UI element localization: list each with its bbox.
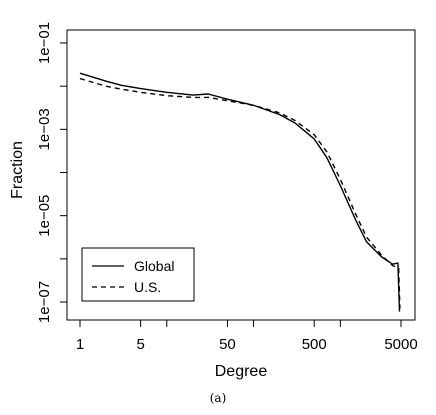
figure-caption: (a)	[210, 391, 227, 405]
legend-box	[81, 247, 195, 302]
y-tick-label: 1e−01	[36, 22, 53, 64]
x-tick-label: 5000	[384, 336, 417, 353]
series	[79, 72, 401, 312]
y-tick-label: 1e−07	[36, 281, 53, 323]
y-axis-title: Fraction	[9, 141, 26, 199]
series-line-u-s	[79, 77, 401, 309]
x-tick-label: 5	[136, 336, 144, 353]
y-tick-label: 1e−03	[36, 108, 53, 150]
x-tick-label: 500	[302, 336, 327, 353]
axes: 1 5 50 500 5000 1e−07 1e−05 1e−03 1e−01	[36, 22, 418, 353]
x-axis-title: Degree	[215, 363, 268, 380]
legend-label-global: Global	[134, 258, 174, 274]
y-tick-label: 1e−05	[36, 195, 53, 237]
x-axis: 1 5 50 500 5000	[76, 319, 418, 353]
legend: Global U.S.	[81, 247, 195, 302]
x-tick-label: 50	[219, 336, 236, 353]
legend-label-us: U.S.	[134, 279, 161, 295]
series-line-global	[79, 72, 401, 312]
y-axis: 1e−07 1e−05 1e−03 1e−01	[36, 22, 68, 323]
plot-frame	[66, 29, 416, 321]
x-tick-label: 1	[76, 336, 84, 353]
